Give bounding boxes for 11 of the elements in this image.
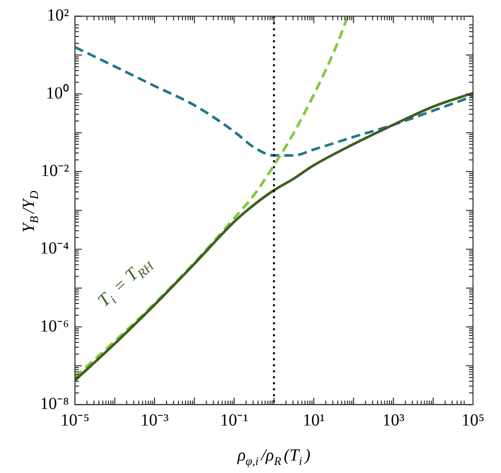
x-tick-label: 10⁵ [462,410,485,430]
x-tick-label: 10⁻¹ [220,410,248,430]
x-tick-label: 10⁻³ [140,410,169,430]
x-tick-label: 10³ [382,410,404,430]
y-tick-label: 10⁻² [40,161,69,180]
y-tick-label: 10⁻⁶ [40,316,69,336]
y-tick-label: 10⁻⁴ [40,238,69,258]
annotation: Ti = TRH [94,258,158,311]
x-tick-label: 10¹ [302,410,325,430]
y-tick-label: 10⁰ [46,83,69,102]
y-tick-label: 10² [46,6,69,25]
